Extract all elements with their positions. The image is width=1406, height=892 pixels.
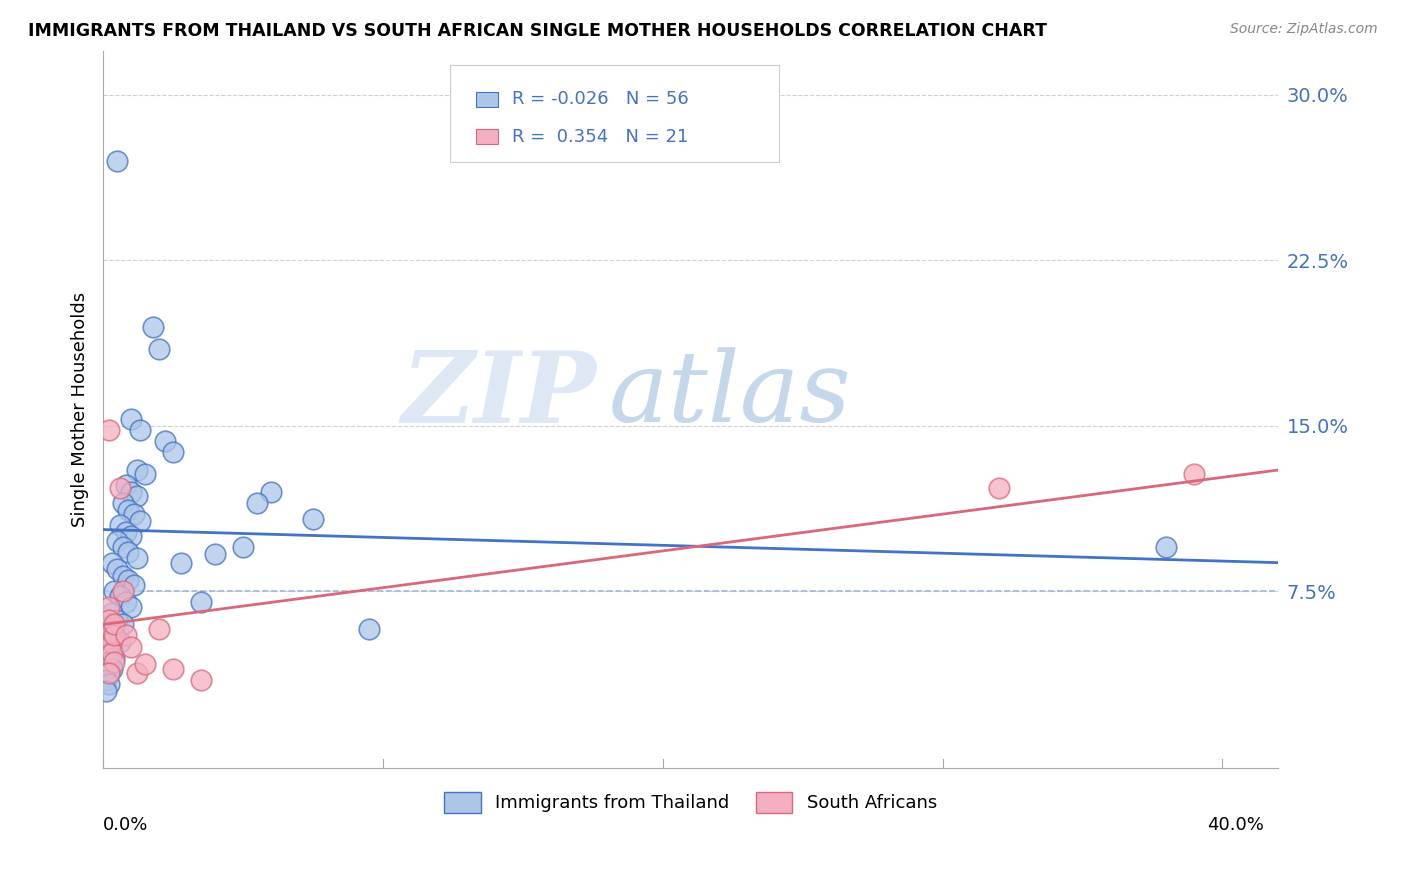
Point bbox=[134, 657, 156, 672]
Point bbox=[103, 617, 125, 632]
Y-axis label: Single Mother Households: Single Mother Households bbox=[72, 292, 89, 527]
Point bbox=[97, 613, 120, 627]
Point bbox=[246, 496, 269, 510]
Point bbox=[987, 481, 1010, 495]
FancyBboxPatch shape bbox=[450, 65, 779, 161]
Point bbox=[97, 640, 120, 654]
Point bbox=[153, 434, 176, 449]
Point bbox=[120, 485, 142, 500]
Point bbox=[100, 556, 122, 570]
Point bbox=[103, 628, 125, 642]
Point bbox=[142, 319, 165, 334]
Point bbox=[108, 518, 131, 533]
Point bbox=[357, 622, 380, 636]
Point bbox=[100, 635, 122, 649]
Point bbox=[111, 584, 134, 599]
Point bbox=[125, 463, 148, 477]
Point bbox=[120, 412, 142, 426]
Point bbox=[162, 662, 184, 676]
Point bbox=[117, 502, 139, 516]
Point bbox=[111, 540, 134, 554]
Point bbox=[190, 673, 212, 687]
Point bbox=[105, 154, 128, 169]
Point bbox=[103, 628, 125, 642]
Point bbox=[148, 622, 170, 636]
Point bbox=[97, 624, 120, 638]
Text: R =  0.354   N = 21: R = 0.354 N = 21 bbox=[512, 128, 688, 145]
Point bbox=[260, 485, 283, 500]
Text: 40.0%: 40.0% bbox=[1208, 816, 1264, 834]
Point bbox=[108, 481, 131, 495]
Point bbox=[125, 551, 148, 566]
Point bbox=[100, 646, 122, 660]
Point bbox=[97, 665, 120, 680]
Point bbox=[1156, 540, 1178, 554]
Text: R = -0.026   N = 56: R = -0.026 N = 56 bbox=[512, 90, 689, 109]
Point bbox=[108, 589, 131, 603]
Point bbox=[204, 547, 226, 561]
Point bbox=[111, 617, 134, 632]
Point bbox=[97, 599, 120, 614]
Point bbox=[117, 544, 139, 558]
Point bbox=[100, 624, 122, 638]
Point bbox=[97, 655, 120, 669]
Point bbox=[128, 423, 150, 437]
FancyBboxPatch shape bbox=[475, 92, 498, 107]
Point bbox=[111, 496, 134, 510]
Point bbox=[97, 423, 120, 437]
Point bbox=[134, 467, 156, 482]
Point bbox=[190, 595, 212, 609]
Point bbox=[122, 578, 145, 592]
Point bbox=[120, 529, 142, 543]
Point bbox=[105, 533, 128, 548]
Point bbox=[111, 569, 134, 583]
Point bbox=[117, 574, 139, 588]
Point bbox=[94, 673, 117, 687]
Point bbox=[100, 607, 122, 621]
Point bbox=[232, 540, 254, 554]
Point bbox=[100, 662, 122, 676]
Text: IMMIGRANTS FROM THAILAND VS SOUTH AFRICAN SINGLE MOTHER HOUSEHOLDS CORRELATION C: IMMIGRANTS FROM THAILAND VS SOUTH AFRICA… bbox=[28, 22, 1047, 40]
Point bbox=[120, 599, 142, 614]
Point bbox=[103, 650, 125, 665]
Point bbox=[125, 665, 148, 680]
Point bbox=[128, 514, 150, 528]
Point bbox=[97, 677, 120, 691]
Point bbox=[103, 584, 125, 599]
Point bbox=[148, 342, 170, 356]
Point bbox=[114, 595, 136, 609]
Text: Source: ZipAtlas.com: Source: ZipAtlas.com bbox=[1230, 22, 1378, 37]
Text: ZIP: ZIP bbox=[402, 347, 596, 443]
Point bbox=[302, 511, 325, 525]
Point bbox=[122, 507, 145, 521]
Point bbox=[105, 613, 128, 627]
Point bbox=[1184, 467, 1206, 482]
Point bbox=[114, 524, 136, 539]
Text: atlas: atlas bbox=[609, 347, 851, 442]
Point bbox=[125, 490, 148, 504]
Point bbox=[105, 562, 128, 576]
Point bbox=[94, 683, 117, 698]
Point bbox=[170, 556, 193, 570]
Point bbox=[100, 644, 122, 658]
Text: 0.0%: 0.0% bbox=[103, 816, 149, 834]
Point bbox=[103, 655, 125, 669]
Legend: Immigrants from Thailand, South Africans: Immigrants from Thailand, South Africans bbox=[444, 792, 936, 813]
Point bbox=[97, 665, 120, 680]
Point bbox=[162, 445, 184, 459]
Point bbox=[114, 478, 136, 492]
Point bbox=[120, 640, 142, 654]
Point bbox=[114, 628, 136, 642]
FancyBboxPatch shape bbox=[475, 128, 498, 145]
Point bbox=[108, 635, 131, 649]
